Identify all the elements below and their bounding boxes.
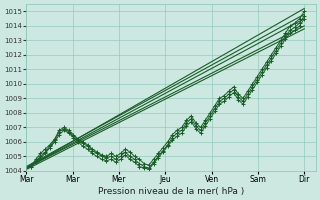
X-axis label: Pression niveau de la mer( hPa ): Pression niveau de la mer( hPa )	[98, 187, 244, 196]
